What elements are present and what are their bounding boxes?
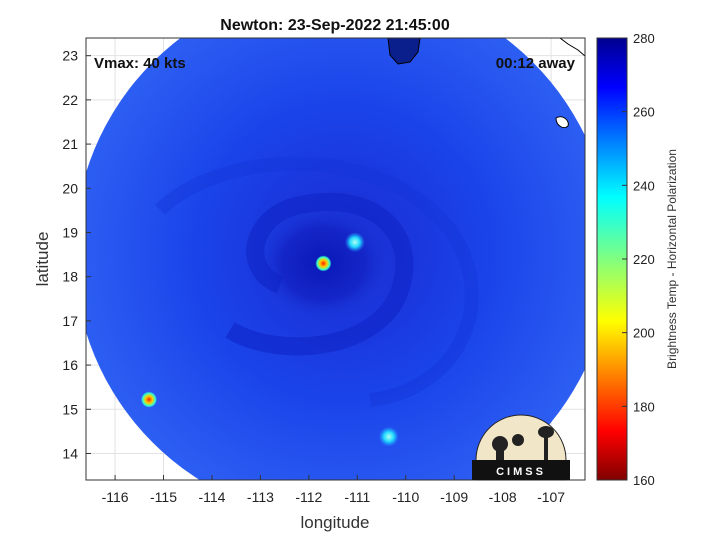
x-tick-label: -108 — [489, 489, 517, 505]
land-island — [555, 116, 569, 129]
colorbar-ticks: 160 180 200 220 240 260 280 — [622, 31, 655, 488]
cimss-logo: CIMSS — [472, 414, 570, 481]
axes-frame — [85, 37, 586, 481]
x-tick-label: -116 — [102, 489, 129, 505]
y-tick-label: 19 — [62, 224, 78, 240]
y-tick-label: 20 — [62, 180, 78, 196]
colorbar-tick-label: 240 — [633, 178, 655, 193]
colorbar-label: Brightness Temp - Horizontal Polarizatio… — [665, 149, 679, 369]
y-tick-label: 16 — [62, 357, 78, 373]
x-tick-label: -114 — [198, 489, 225, 505]
y-tick-label: 23 — [62, 48, 78, 64]
colorbar-tick-label: 200 — [633, 326, 655, 341]
y-tick-label: 21 — [62, 136, 78, 152]
logo-dish-base — [496, 448, 504, 460]
colorbar-tick-label: 160 — [633, 473, 655, 488]
colorbar-tick-label: 280 — [633, 31, 655, 46]
logo-band — [472, 460, 570, 480]
land-mainland — [559, 38, 585, 57]
colorbar-tick-label: 220 — [633, 252, 655, 267]
x-tick-label: -112 — [295, 489, 322, 505]
swath-feature-eye-hotspot — [315, 255, 332, 272]
x-axis-label: longitude — [300, 513, 369, 532]
logo-text: CIMSS — [496, 466, 546, 478]
vmax-annotation: Vmax: 40 kts — [94, 55, 186, 72]
x-tick-label: -115 — [150, 489, 177, 505]
y-tick-label: 18 — [62, 269, 78, 285]
spiral-band-outer — [155, 156, 479, 407]
x-tick-label: -109 — [440, 489, 468, 505]
y-tick-label: 22 — [62, 92, 78, 108]
time-away-annotation: 00:12 away — [496, 55, 576, 72]
colorbar-tick-label: 180 — [633, 399, 655, 414]
logo-dish-2-icon — [512, 434, 524, 446]
spiral-band — [225, 192, 414, 356]
y-tick-label: 15 — [62, 401, 78, 417]
y-axis-label: latitude — [33, 232, 52, 287]
x-tick-label: -111 — [344, 489, 370, 505]
land-baja-tip — [387, 38, 421, 65]
y-tick-label: 17 — [62, 313, 78, 329]
satellite-swath — [86, 38, 585, 480]
swath-feature-convective-cell — [344, 232, 365, 253]
x-tick-label: -113 — [247, 489, 274, 505]
y-tick-label: 14 — [62, 445, 78, 461]
x-tick-label: -110 — [392, 489, 419, 505]
logo-tank-icon — [538, 426, 554, 438]
colorbar-tick-label: 260 — [633, 105, 655, 120]
x-axis-ticks: -116 -115 -114 -113 -112 -111 -110 -109 -108 -107 — [102, 475, 565, 505]
chart-title: Newton: 23-Sep-2022 21:45:00 — [220, 17, 450, 34]
y-axis-ticks: 14 15 16 17 18 19 20 21 22 23 — [62, 48, 91, 461]
x-tick-label: -107 — [537, 489, 565, 505]
swath-feature-convective-cell — [140, 391, 157, 408]
swath-feature-convective-cell — [378, 426, 399, 447]
logo-tower-icon — [544, 436, 548, 460]
